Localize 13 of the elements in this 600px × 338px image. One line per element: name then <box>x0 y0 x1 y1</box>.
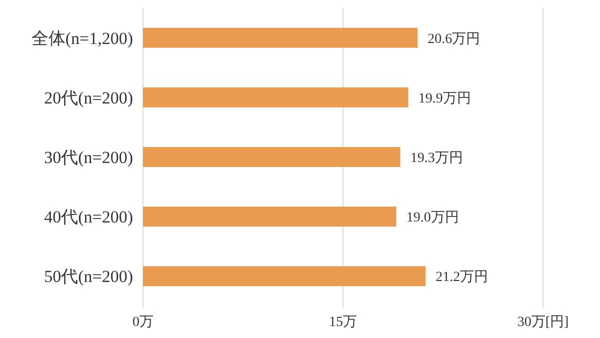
x-tick-label: 15万 <box>329 315 357 330</box>
y-tick-label: 40代(n=200) <box>44 208 133 227</box>
data-label: 19.3万円 <box>410 151 463 166</box>
data-label: 20.6万円 <box>428 32 480 47</box>
x-tick-label: 0万 <box>132 315 154 330</box>
data-label: 19.9万円 <box>418 91 471 106</box>
y-tick-label: 50代(n=200) <box>44 267 133 286</box>
y-tick-label: 20代(n=200) <box>44 88 133 108</box>
y-tick-label: 30代(n=200) <box>44 148 133 167</box>
y-tick-label: 全体(n=1,200) <box>31 28 133 48</box>
x-tick-label: 30万[円] <box>517 315 569 330</box>
data-label: 19.0万円 <box>406 210 459 226</box>
data-label: 21.2万円 <box>436 270 488 286</box>
